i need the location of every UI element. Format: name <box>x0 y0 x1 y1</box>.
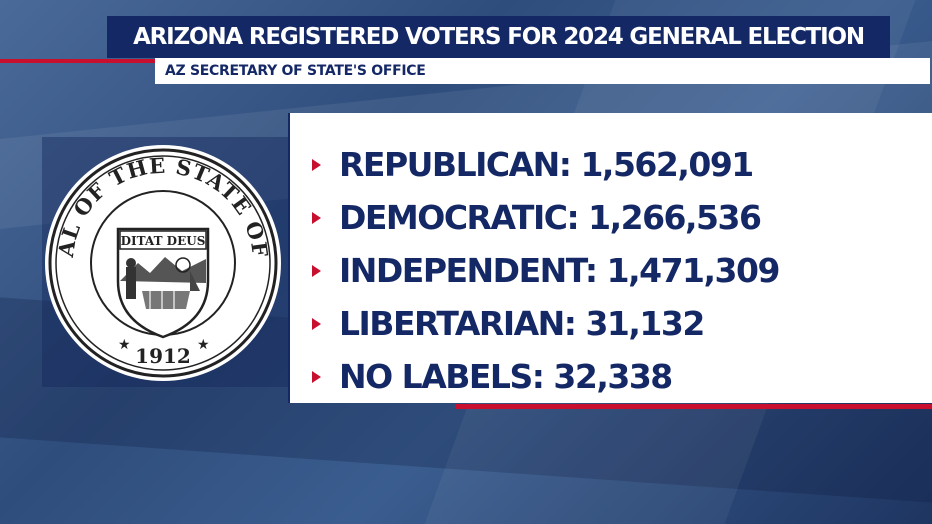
list-item-no-labels: NO LABELS: 32,338 <box>310 350 920 403</box>
headline-title: ARIZONA REGISTERED VOTERS FOR 2024 GENER… <box>107 16 890 58</box>
triangle-bullet-icon <box>312 370 321 383</box>
triangle-bullet-icon <box>312 158 321 171</box>
triangle-bullet-icon <box>312 264 321 277</box>
list-item-label: LIBERTARIAN: 31,132 <box>339 304 705 343</box>
accent-rule <box>455 404 932 409</box>
triangle-bullet-icon <box>312 317 321 330</box>
seal-motto: DITAT DEUS <box>121 234 206 248</box>
star-icon: ★ <box>197 337 210 353</box>
list-item-democratic: DEMOCRATIC: 1,266,536 <box>310 191 920 244</box>
star-icon: ★ <box>118 337 131 353</box>
list-item-label: REPUBLICAN: 1,562,091 <box>339 145 754 184</box>
arizona-seal-icon: GREAT SEAL OF THE STATE OF ARIZONA 1912 … <box>30 121 286 385</box>
list-item-republican: REPUBLICAN: 1,562,091 <box>310 138 920 191</box>
list-item-label: NO LABELS: 32,338 <box>339 357 673 396</box>
content-panel <box>290 113 932 403</box>
triangle-bullet-icon <box>312 211 321 224</box>
source-subtitle: AZ SECRETARY OF STATE'S OFFICE <box>155 58 930 84</box>
list-item-label: DEMOCRATIC: 1,266,536 <box>339 198 762 237</box>
list-item-label: INDEPENDENT: 1,471,309 <box>339 251 780 290</box>
voter-list: REPUBLICAN: 1,562,091 DEMOCRATIC: 1,266,… <box>310 138 920 403</box>
list-item-libertarian: LIBERTARIAN: 31,132 <box>310 297 920 350</box>
seal-year: 1912 <box>135 344 191 368</box>
accent-rule <box>0 59 155 63</box>
list-item-independent: INDEPENDENT: 1,471,309 <box>310 244 920 297</box>
